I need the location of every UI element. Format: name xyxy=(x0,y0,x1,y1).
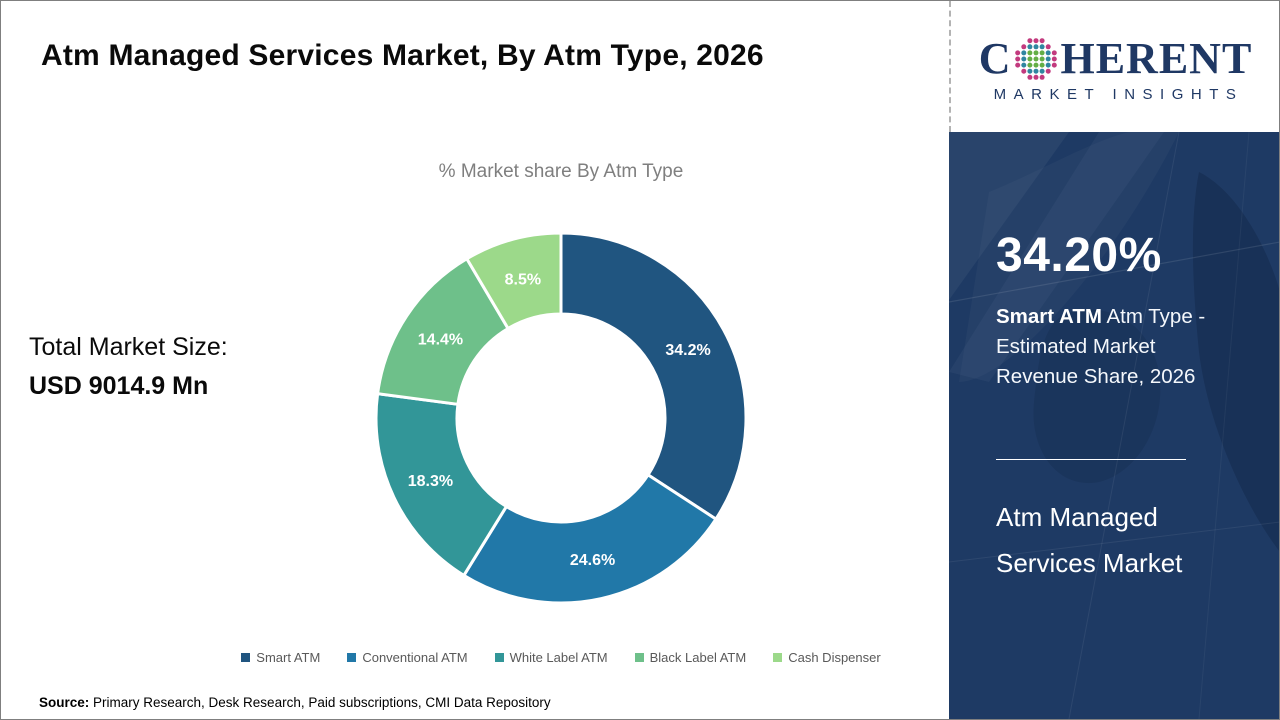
legend-swatch xyxy=(634,653,644,662)
slice-label-black-label-atm: 14.4% xyxy=(418,331,463,348)
coherent-logo: C HERENT xyxy=(978,33,1253,83)
legend-item-smart-atm: Smart ATM xyxy=(241,650,320,665)
logo-area: C HERENT MARKET INSIGHTS xyxy=(949,1,1279,132)
slice-label-white-label-atm: 18.3% xyxy=(408,473,453,490)
chart-legend: Smart ATM Conventional ATM White Label ATM… xyxy=(161,650,961,665)
legend-swatch xyxy=(347,653,357,662)
donut-chart: 34.2% 24.6% 18.3% 14.4% 8.5% xyxy=(351,208,771,628)
donut-segment-cash-dispenser xyxy=(465,231,563,330)
legend-item-cash-dispenser: Cash Dispenser xyxy=(773,650,881,665)
legend-swatch xyxy=(494,653,504,662)
sidebar: C HERENT MARKET INSIGHTS 34.20% Smart AT… xyxy=(949,1,1279,719)
source-label: Source: xyxy=(39,695,90,710)
slice-label-conventional-atm: 24.6% xyxy=(570,552,615,569)
legend-label: Conventional ATM xyxy=(362,650,468,665)
legend-label: White Label ATM xyxy=(509,650,608,665)
legend-label: Black Label ATM xyxy=(649,650,747,665)
stat-rest: Atm Type - Estimated Market Revenue Shar… xyxy=(996,305,1206,388)
donut-chart-svg: 34.2% 24.6% 18.3% 14.4% 8.5% xyxy=(374,231,748,605)
legend-swatch xyxy=(773,653,783,662)
legend-swatch xyxy=(241,653,251,662)
divider-line xyxy=(996,459,1186,460)
slice-label-smart-atm: 34.2% xyxy=(665,342,710,359)
source-note: Source: Primary Research, Desk Research,… xyxy=(39,695,551,710)
donut-segment-smart-atm xyxy=(559,231,748,521)
stat-highlight: Smart ATM xyxy=(996,305,1102,328)
source-text: Primary Research, Desk Research, Paid su… xyxy=(89,695,551,710)
total-market-size-value: USD 9014.9 Mn xyxy=(29,372,209,400)
total-market-size: Total Market Size: USD 9014.9 Mn xyxy=(29,328,228,406)
legend-item-black-label-atm: Black Label ATM xyxy=(634,650,747,665)
total-market-size-label: Total Market Size: xyxy=(29,333,228,361)
logo-letters-herent: HERENT xyxy=(1060,33,1253,83)
main-area: Atm Managed Services Market, By Atm Type… xyxy=(1,1,949,719)
donut-segment-conventional-atm xyxy=(462,473,718,605)
coherent-globe-icon xyxy=(1015,37,1058,80)
chart-subtitle: % Market share By Atm Type xyxy=(438,161,684,182)
logo-market-insights: MARKET INSIGHTS xyxy=(993,85,1244,103)
sidebar-panel: 34.20% Smart ATM Atm Type - Estimated Ma… xyxy=(949,132,1279,719)
logo-letter-c: C xyxy=(978,33,1012,83)
slice-label-cash-dispenser: 8.5% xyxy=(505,272,541,289)
legend-label: Cash Dispenser xyxy=(788,650,881,665)
legend-label: Smart ATM xyxy=(256,650,321,665)
stat-value: 34.20% xyxy=(996,229,1162,282)
legend-item-white-label-atm: White Label ATM xyxy=(494,650,608,665)
stat-description: Smart ATM Atm Type - Estimated Market Re… xyxy=(996,302,1238,392)
market-name: Atm Managed Services Market xyxy=(996,502,1183,578)
world-map-texture xyxy=(949,132,1279,719)
legend-item-conventional-atm: Conventional ATM xyxy=(347,650,468,665)
page-title: Atm Managed Services Market, By Atm Type… xyxy=(41,39,764,72)
